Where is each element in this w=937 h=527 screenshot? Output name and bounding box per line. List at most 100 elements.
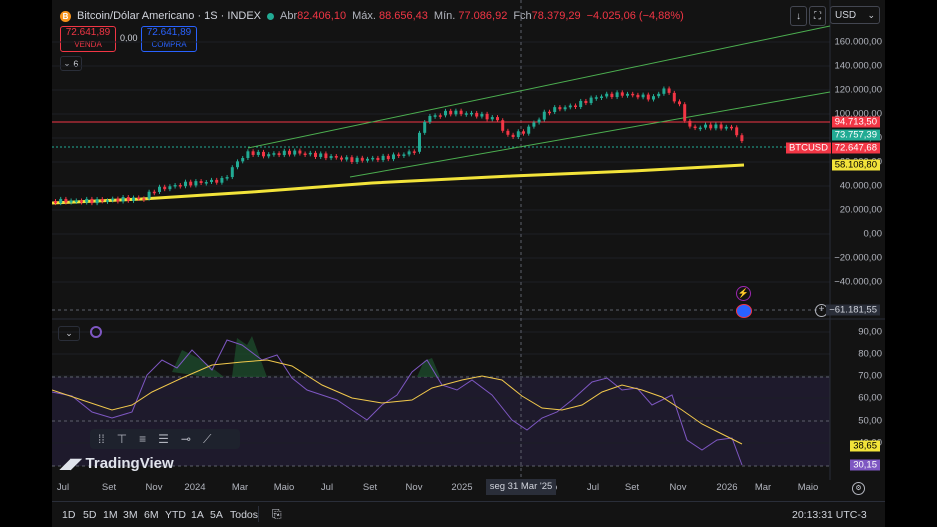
- chevron-down-icon[interactable]: ⌄: [58, 326, 80, 341]
- candle[interactable]: [345, 157, 349, 160]
- candle[interactable]: [90, 198, 94, 204]
- lines-tool-icon[interactable]: ≡: [139, 432, 147, 446]
- candle[interactable]: [438, 115, 442, 117]
- trendline-icon[interactable]: ⟋: [202, 431, 212, 446]
- candle[interactable]: [688, 120, 692, 127]
- candle[interactable]: [662, 88, 666, 94]
- candle[interactable]: [204, 182, 208, 184]
- fullscreen-icon[interactable]: ⛶: [809, 6, 826, 26]
- candle[interactable]: [641, 94, 645, 98]
- candle[interactable]: [470, 112, 473, 115]
- candle[interactable]: [464, 113, 468, 115]
- candle[interactable]: [168, 186, 172, 190]
- candle[interactable]: [672, 92, 676, 102]
- candle[interactable]: [59, 198, 63, 204]
- candle[interactable]: [714, 124, 718, 129]
- candle[interactable]: [220, 177, 224, 183]
- candle[interactable]: [433, 115, 437, 117]
- candle[interactable]: [95, 199, 99, 204]
- candle[interactable]: [589, 97, 593, 104]
- candle[interactable]: [605, 93, 609, 97]
- candle[interactable]: [386, 155, 390, 160]
- timeframe-6m[interactable]: 6M: [144, 509, 159, 521]
- candle[interactable]: [184, 181, 187, 187]
- clock[interactable]: 20:13:31 UTC-3: [792, 509, 867, 521]
- candle[interactable]: [340, 157, 343, 160]
- symbol-title[interactable]: Bitcoin/Dólar Americano · 1S · INDEX: [77, 10, 262, 22]
- candle[interactable]: [100, 199, 104, 202]
- timeframe-5d[interactable]: 5D: [83, 509, 97, 521]
- candle[interactable]: [355, 157, 359, 162]
- candle[interactable]: [147, 191, 151, 199]
- candle[interactable]: [303, 153, 307, 156]
- candle[interactable]: [678, 101, 681, 105]
- candle[interactable]: [657, 93, 661, 97]
- rsi-settings-icon[interactable]: [90, 326, 102, 338]
- candle[interactable]: [740, 135, 744, 142]
- candle[interactable]: [397, 154, 401, 156]
- timeframe-5a[interactable]: 5A: [210, 509, 223, 521]
- timeframe-todos[interactable]: Todos: [230, 509, 259, 521]
- candle[interactable]: [594, 97, 598, 99]
- candle[interactable]: [324, 153, 328, 159]
- candle[interactable]: [558, 107, 562, 110]
- candle[interactable]: [719, 124, 723, 129]
- candle[interactable]: [527, 126, 531, 134]
- candle[interactable]: [210, 179, 213, 183]
- candle[interactable]: [459, 110, 463, 115]
- candle[interactable]: [444, 110, 447, 116]
- candle[interactable]: [381, 155, 385, 161]
- candle[interactable]: [308, 152, 312, 155]
- candle[interactable]: [194, 181, 198, 186]
- candle[interactable]: [288, 150, 291, 155]
- text-tool-icon[interactable]: ⊤: [116, 432, 128, 446]
- candle[interactable]: [584, 100, 588, 104]
- candle[interactable]: [163, 186, 167, 190]
- candle[interactable]: [236, 161, 239, 168]
- candle[interactable]: [246, 151, 250, 158]
- candle[interactable]: [698, 127, 702, 130]
- candle[interactable]: [600, 96, 603, 98]
- candle[interactable]: [225, 177, 229, 179]
- candle[interactable]: [173, 185, 177, 187]
- candle[interactable]: [532, 122, 536, 127]
- candle[interactable]: [490, 117, 494, 120]
- candle[interactable]: [371, 157, 375, 160]
- candle[interactable]: [132, 197, 135, 201]
- candle[interactable]: [152, 191, 156, 194]
- candle[interactable]: [683, 104, 687, 121]
- candle[interactable]: [116, 198, 120, 202]
- settings-gear-icon[interactable]: ⚙: [852, 482, 865, 495]
- candle[interactable]: [615, 92, 619, 98]
- candle[interactable]: [423, 122, 427, 133]
- candle[interactable]: [178, 185, 182, 187]
- channel-lower-line[interactable]: [349, 91, 831, 178]
- channel-upper-line[interactable]: [247, 25, 831, 149]
- candle[interactable]: [636, 94, 640, 98]
- timeframe-1d[interactable]: 1D: [62, 509, 76, 521]
- candle[interactable]: [485, 113, 489, 120]
- candle[interactable]: [267, 154, 271, 157]
- candle[interactable]: [626, 93, 629, 96]
- download-icon[interactable]: ↓: [790, 6, 807, 26]
- candle[interactable]: [693, 126, 697, 129]
- candle[interactable]: [522, 131, 525, 134]
- candle[interactable]: [501, 120, 505, 131]
- candle[interactable]: [262, 151, 265, 157]
- candle[interactable]: [69, 200, 73, 203]
- candle[interactable]: [418, 132, 421, 152]
- candle[interactable]: [64, 198, 68, 203]
- timeframe-ytd[interactable]: YTD: [165, 509, 186, 521]
- fib-tool-icon[interactable]: ☰: [158, 432, 169, 446]
- candle[interactable]: [631, 93, 635, 96]
- candle[interactable]: [449, 110, 453, 115]
- candle[interactable]: [282, 150, 286, 156]
- candle[interactable]: [334, 156, 338, 158]
- candle[interactable]: [475, 112, 479, 117]
- candle[interactable]: [277, 153, 281, 156]
- date-range-icon[interactable]: ⎘: [272, 507, 282, 521]
- candle[interactable]: [454, 110, 458, 115]
- candle[interactable]: [126, 197, 130, 201]
- candle[interactable]: [158, 186, 161, 193]
- candle[interactable]: [293, 150, 297, 155]
